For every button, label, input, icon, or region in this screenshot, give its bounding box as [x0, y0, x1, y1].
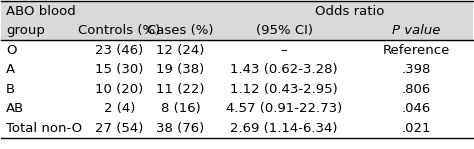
Text: group: group: [6, 24, 45, 37]
Text: AB: AB: [6, 102, 24, 115]
FancyBboxPatch shape: [1, 1, 473, 40]
Text: 2 (4): 2 (4): [103, 102, 135, 115]
Text: 19 (38): 19 (38): [156, 63, 205, 76]
Text: P value: P value: [392, 24, 440, 37]
Text: 2.69 (1.14-6.34): 2.69 (1.14-6.34): [230, 122, 338, 135]
Text: Reference: Reference: [383, 44, 450, 57]
Text: Controls (%): Controls (%): [78, 24, 160, 37]
Text: 23 (46): 23 (46): [95, 44, 143, 57]
Text: 10 (20): 10 (20): [95, 83, 143, 96]
Text: 12 (24): 12 (24): [156, 44, 205, 57]
Text: 38 (76): 38 (76): [156, 122, 205, 135]
Text: 8 (16): 8 (16): [161, 102, 201, 115]
Text: 15 (30): 15 (30): [95, 63, 143, 76]
Text: Odds ratio: Odds ratio: [315, 5, 385, 18]
Text: Cases (%): Cases (%): [147, 24, 214, 37]
Text: 27 (54): 27 (54): [95, 122, 143, 135]
Text: 1.12 (0.43-2.95): 1.12 (0.43-2.95): [230, 83, 338, 96]
Text: B: B: [6, 83, 15, 96]
Text: (95% CI): (95% CI): [255, 24, 313, 37]
Text: A: A: [6, 63, 15, 76]
Text: 11 (22): 11 (22): [156, 83, 205, 96]
Text: O: O: [6, 44, 17, 57]
Text: 4.57 (0.91-22.73): 4.57 (0.91-22.73): [226, 102, 342, 115]
Text: –: –: [281, 44, 287, 57]
Text: .021: .021: [401, 122, 431, 135]
Text: Total non-O: Total non-O: [6, 122, 82, 135]
Text: .046: .046: [401, 102, 431, 115]
Text: 1.43 (0.62-3.28): 1.43 (0.62-3.28): [230, 63, 338, 76]
Text: ABO blood: ABO blood: [6, 5, 76, 18]
Text: .806: .806: [401, 83, 431, 96]
Text: .398: .398: [401, 63, 431, 76]
